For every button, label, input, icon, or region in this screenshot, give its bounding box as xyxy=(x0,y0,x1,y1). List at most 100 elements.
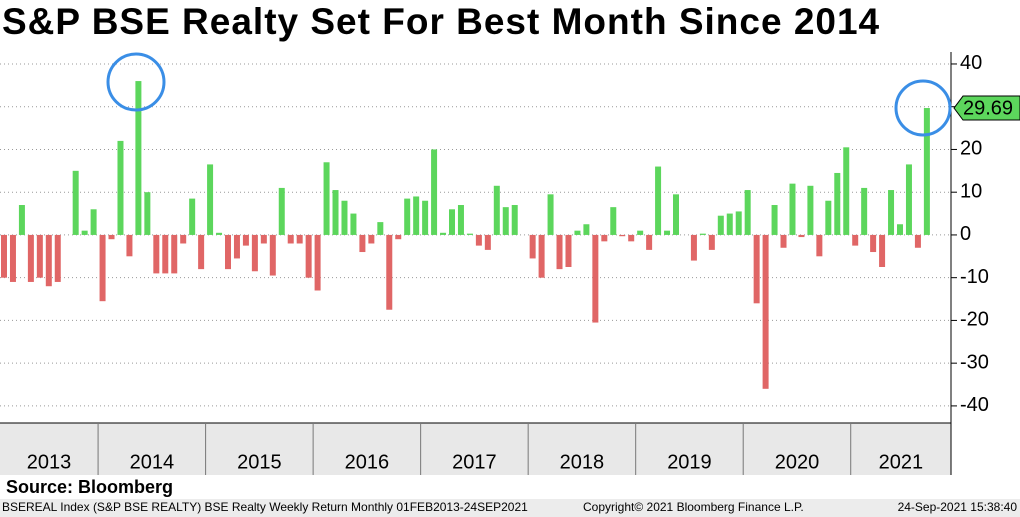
bar xyxy=(861,187,868,235)
bar xyxy=(771,205,778,235)
bar xyxy=(475,234,482,246)
bar xyxy=(278,187,285,235)
y-tick-label: -20 xyxy=(960,309,989,331)
bar xyxy=(529,234,536,259)
bar xyxy=(198,234,205,270)
bar xyxy=(825,200,832,235)
bar xyxy=(798,234,805,238)
bar xyxy=(655,166,662,235)
y-tick-label: 40 xyxy=(960,52,982,74)
value-label-box xyxy=(953,95,1020,121)
bar xyxy=(744,190,751,235)
bar xyxy=(619,234,626,237)
y-tick-label: 20 xyxy=(960,138,982,160)
bar xyxy=(1,234,7,278)
x-tick-label: 2018 xyxy=(560,451,605,473)
bar xyxy=(923,108,930,235)
highlight-circle xyxy=(106,52,166,112)
x-axis-band xyxy=(0,423,951,475)
bar xyxy=(708,234,715,250)
bar xyxy=(807,185,814,235)
footer-left: BSEREAL Index (S&P BSE REALTY) BSE Realt… xyxy=(2,500,528,514)
bar xyxy=(484,234,491,250)
bar xyxy=(762,234,769,389)
bar xyxy=(27,234,34,282)
bar xyxy=(305,234,312,278)
bar xyxy=(395,234,402,240)
bar xyxy=(431,149,438,235)
bar xyxy=(99,234,106,302)
bar xyxy=(36,234,43,278)
bar xyxy=(72,170,79,235)
x-tick-label: 2013 xyxy=(27,451,72,473)
bar xyxy=(852,234,859,246)
bar xyxy=(377,222,384,235)
bar xyxy=(269,234,276,276)
bar xyxy=(610,207,617,235)
bar xyxy=(413,196,420,235)
bar xyxy=(386,234,393,310)
bar xyxy=(466,233,473,235)
bar xyxy=(538,234,545,278)
y-tick-label: -40 xyxy=(960,394,989,416)
footer-band xyxy=(0,499,1020,517)
bar xyxy=(457,205,464,235)
bar xyxy=(332,190,339,235)
bar xyxy=(547,194,554,235)
value-label: 29.69 xyxy=(963,97,1013,119)
bar xyxy=(726,213,733,235)
bar xyxy=(914,234,921,248)
bar xyxy=(81,230,88,235)
x-tick-label: 2016 xyxy=(345,451,390,473)
bar xyxy=(153,234,160,274)
bar xyxy=(242,234,249,246)
y-tick-label: -30 xyxy=(960,351,989,373)
bar xyxy=(592,234,599,323)
chart-title: S&P BSE Realty Set For Best Month Since … xyxy=(2,1,880,42)
plot: -40-30-20-100102030402013201420152016201… xyxy=(0,52,1020,475)
y-tick-label: -10 xyxy=(960,266,989,288)
bar xyxy=(879,234,886,267)
bar xyxy=(225,234,231,270)
bar xyxy=(90,209,97,235)
bar xyxy=(449,209,455,235)
bar xyxy=(287,234,294,244)
x-tick-label: 2014 xyxy=(130,451,175,473)
bar xyxy=(126,234,133,257)
bar xyxy=(18,205,25,235)
bar xyxy=(296,234,303,244)
bar xyxy=(9,234,16,282)
bar xyxy=(843,147,850,235)
bar xyxy=(673,194,679,235)
bar xyxy=(233,234,240,259)
x-tick-label: 2015 xyxy=(237,451,282,473)
y-tick-label: 0 xyxy=(960,223,971,245)
x-tick-label: 2019 xyxy=(667,451,712,473)
bar xyxy=(404,198,411,235)
bar xyxy=(144,192,151,235)
y-tick-label: 10 xyxy=(960,180,982,202)
bar xyxy=(341,200,348,235)
bar xyxy=(556,234,563,270)
bar xyxy=(502,207,509,235)
highlight-circle xyxy=(894,79,952,137)
bar xyxy=(511,205,518,235)
bar xyxy=(628,234,635,242)
bar xyxy=(323,162,330,235)
bar xyxy=(162,234,169,274)
bar xyxy=(816,234,823,257)
bar xyxy=(789,183,796,235)
bar xyxy=(368,234,375,244)
bar xyxy=(888,190,895,235)
bar xyxy=(637,230,644,235)
bar xyxy=(260,234,267,244)
x-tick-label: 2020 xyxy=(775,451,820,473)
bar xyxy=(359,234,366,253)
bar xyxy=(45,234,52,287)
x-tick-label: 2017 xyxy=(452,451,497,473)
bar xyxy=(870,234,877,253)
bar xyxy=(735,211,742,235)
bar xyxy=(717,215,724,235)
bar xyxy=(753,234,760,304)
